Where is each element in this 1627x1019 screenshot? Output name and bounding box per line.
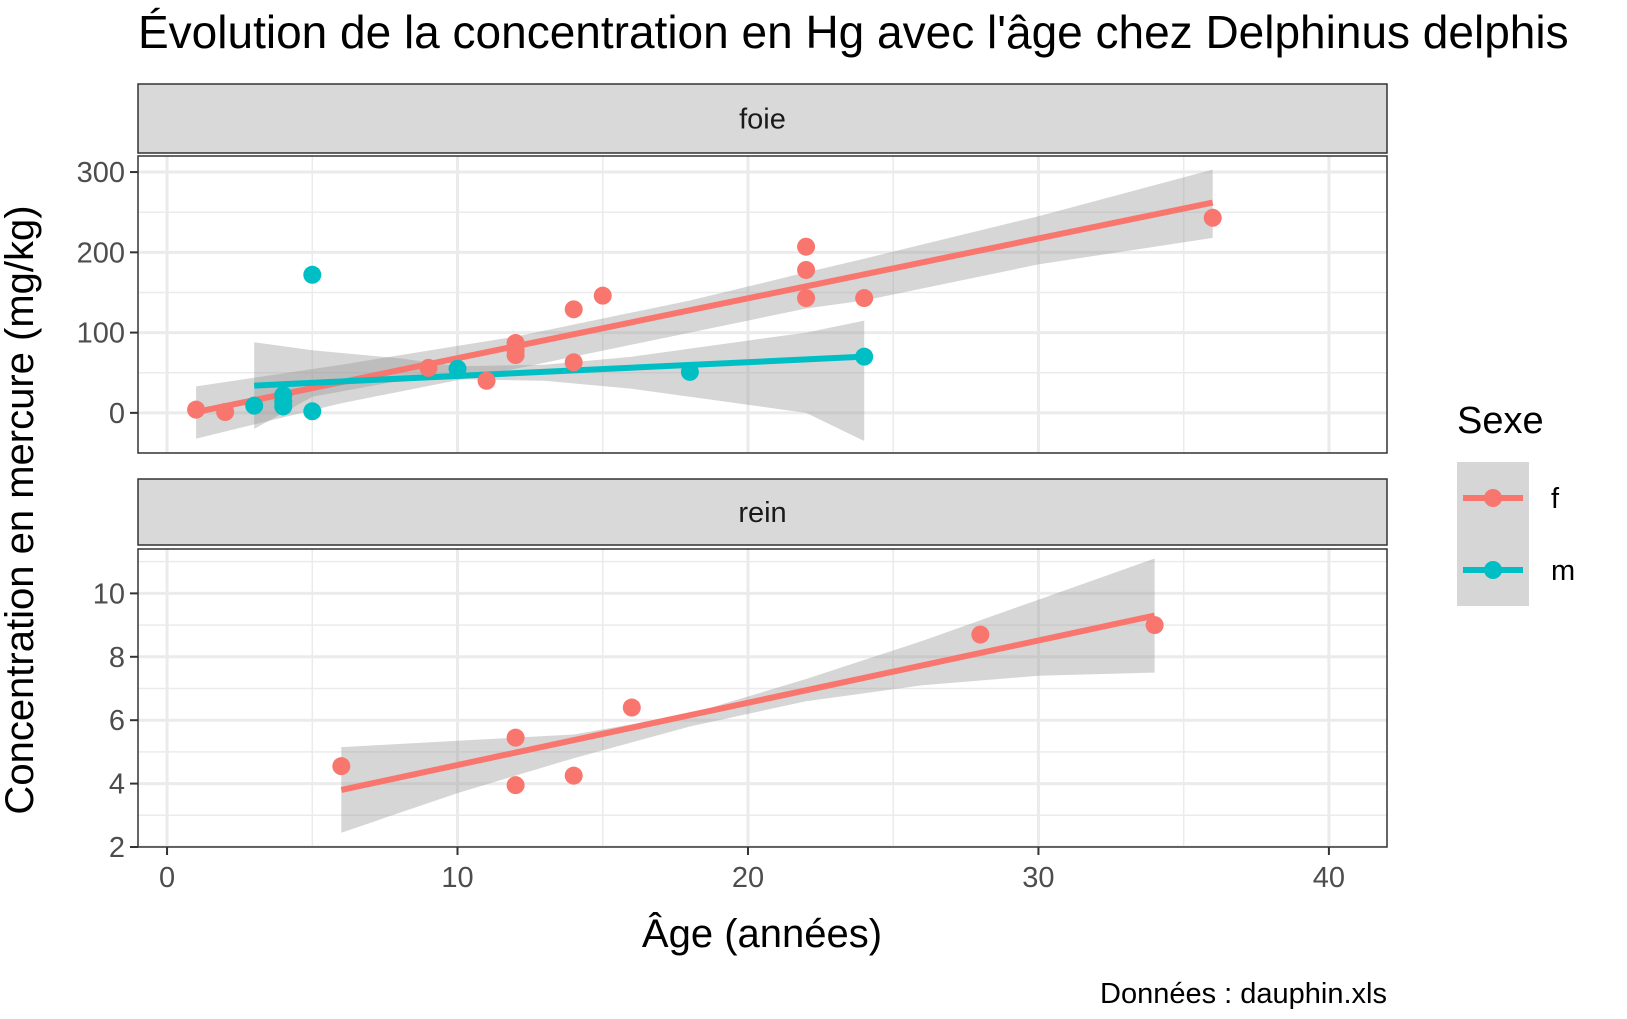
strip-background [137, 478, 1388, 546]
data-point-f [216, 403, 235, 422]
data-point-f [971, 625, 990, 644]
x-tick-label: 40 [1313, 862, 1345, 894]
facet-panel-foie: foie 0 100 200 300 [77, 83, 1388, 454]
data-point-f [564, 300, 583, 319]
facet-panel-rein: rein 2 4 6 8 10 [93, 478, 1388, 864]
data-point-f [1145, 616, 1164, 635]
y-tick-label: 300 [77, 157, 125, 189]
x-tick-label: 0 [159, 862, 175, 894]
data-point-f [419, 358, 438, 377]
legend-point-m [1484, 561, 1502, 579]
data-point-f [855, 289, 874, 308]
regression-line-m [254, 353, 865, 389]
data-point-m [274, 386, 293, 405]
data-point-f [797, 289, 816, 308]
legend-label-f: f [1551, 483, 1560, 515]
y-tick-label: 2 [109, 832, 125, 864]
caption: Données : dauphin.xls [1100, 978, 1387, 1010]
y-tick-label: 10 [93, 578, 125, 610]
x-tick-label: 20 [732, 862, 764, 894]
y-tick-label: 0 [109, 398, 125, 430]
x-tick-label: 30 [1022, 862, 1054, 894]
regression-line-f [195, 199, 1214, 416]
data-point-f [564, 766, 583, 785]
data-point-m [680, 362, 699, 381]
confidence-ribbon-f [341, 558, 1155, 833]
data-point-f [593, 286, 612, 305]
x-axis-title: Âge (années) [642, 911, 882, 956]
data-point-m [303, 402, 322, 421]
confidence-ribbon-m [254, 320, 865, 441]
legend-title: Sexe [1457, 400, 1544, 442]
data-point-m [448, 359, 467, 378]
y-tick-label: 4 [109, 769, 125, 801]
y-axis-title: Concentration en mercure (mg/kg) [0, 205, 42, 814]
facet-panels: foie 0 100 200 300 rein 2 4 6 8 10 [77, 83, 1388, 864]
x-tick-label: 10 [441, 862, 473, 894]
data-point-f [506, 334, 525, 353]
y-tick-label: 100 [77, 318, 125, 350]
data-point-f [506, 728, 525, 747]
data-point-f [477, 371, 496, 390]
panel-plot-area [138, 156, 1387, 453]
data-point-f [564, 353, 583, 372]
data-point-f [622, 698, 641, 717]
panel-border [137, 155, 1388, 454]
legend-label-m: m [1551, 555, 1575, 587]
strip-label: foie [739, 104, 786, 136]
data-point-f [1203, 208, 1222, 227]
panel-border [137, 548, 1388, 848]
y-tick-label: 8 [109, 642, 125, 674]
regression-line-f [340, 612, 1156, 793]
strip-background [137, 83, 1388, 154]
x-axis: 0 10 20 30 40 [159, 847, 1345, 894]
data-point-f [797, 260, 816, 279]
legend-point-f [1484, 489, 1502, 507]
data-point-f [332, 757, 351, 776]
data-point-f [506, 776, 525, 795]
chart-title: Évolution de la concentration en Hg avec… [138, 6, 1569, 58]
y-tick-label: 6 [109, 705, 125, 737]
y-tick-label: 200 [77, 237, 125, 269]
data-point-f [187, 400, 206, 419]
legend: Sexe f m [1457, 400, 1575, 606]
data-point-m [303, 265, 322, 284]
strip-label: rein [738, 497, 786, 529]
data-point-m [855, 347, 874, 366]
data-point-f [797, 237, 816, 256]
data-point-m [245, 396, 264, 415]
panel-plot-area [138, 549, 1387, 847]
